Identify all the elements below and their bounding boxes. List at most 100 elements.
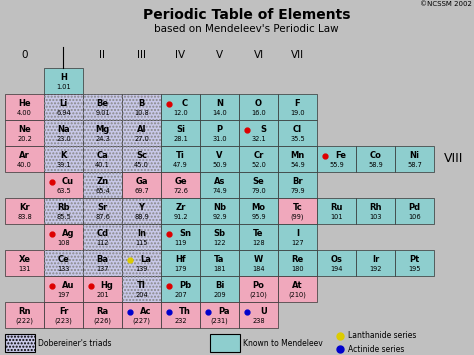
Text: 209: 209 bbox=[213, 292, 226, 298]
Text: Cu: Cu bbox=[62, 178, 74, 186]
Bar bbox=[122, 250, 161, 276]
Text: Periodic Table of Elements: Periodic Table of Elements bbox=[143, 8, 350, 22]
Text: ©NCSSM 2002: ©NCSSM 2002 bbox=[420, 1, 472, 7]
Text: 180: 180 bbox=[291, 266, 304, 272]
Bar bbox=[5, 302, 44, 328]
Text: 23.0: 23.0 bbox=[56, 136, 71, 142]
Text: 79.0: 79.0 bbox=[251, 188, 266, 194]
Bar bbox=[44, 68, 83, 94]
Text: 47.9: 47.9 bbox=[173, 162, 188, 168]
Text: 238: 238 bbox=[252, 318, 265, 324]
Text: 179: 179 bbox=[174, 266, 187, 272]
Text: 14.0: 14.0 bbox=[212, 110, 227, 116]
Text: Pb: Pb bbox=[179, 282, 191, 290]
Bar bbox=[278, 198, 317, 224]
Bar bbox=[161, 224, 200, 250]
Bar bbox=[122, 94, 161, 120]
Text: U: U bbox=[260, 307, 266, 316]
Text: 101: 101 bbox=[330, 214, 343, 220]
Bar bbox=[83, 120, 122, 146]
Text: Li: Li bbox=[59, 99, 68, 108]
Bar bbox=[356, 250, 395, 276]
Text: I: I bbox=[296, 229, 299, 238]
Bar bbox=[83, 94, 122, 120]
Text: 32.1: 32.1 bbox=[251, 136, 266, 142]
Text: Nb: Nb bbox=[213, 203, 226, 212]
Text: K: K bbox=[60, 151, 67, 160]
Text: C: C bbox=[182, 99, 188, 108]
Bar bbox=[278, 250, 317, 276]
Bar bbox=[278, 146, 317, 172]
Text: W: W bbox=[254, 255, 263, 264]
Bar bbox=[210, 334, 240, 352]
Text: 131: 131 bbox=[18, 266, 31, 272]
Text: (210): (210) bbox=[250, 291, 267, 298]
Text: 55.9: 55.9 bbox=[329, 162, 344, 168]
Text: 31.0: 31.0 bbox=[212, 136, 227, 142]
Text: 58.7: 58.7 bbox=[407, 162, 422, 168]
Bar bbox=[161, 146, 200, 172]
Text: Ag: Ag bbox=[62, 229, 74, 238]
Text: 88.9: 88.9 bbox=[134, 214, 149, 220]
Text: 40.0: 40.0 bbox=[17, 162, 32, 168]
Bar bbox=[200, 250, 239, 276]
Bar bbox=[200, 94, 239, 120]
Text: Fe: Fe bbox=[336, 151, 346, 160]
Text: Ba: Ba bbox=[97, 255, 109, 264]
Text: Rh: Rh bbox=[369, 203, 382, 212]
Text: 4.00: 4.00 bbox=[17, 110, 32, 116]
Text: Th: Th bbox=[179, 307, 191, 316]
Bar bbox=[83, 250, 122, 276]
Text: 127: 127 bbox=[291, 240, 304, 246]
Text: Actinide series: Actinide series bbox=[348, 344, 404, 354]
Text: Dobereiner's triads: Dobereiner's triads bbox=[38, 339, 111, 348]
Bar bbox=[122, 120, 161, 146]
Text: 85.5: 85.5 bbox=[56, 214, 71, 220]
Text: N: N bbox=[216, 99, 223, 108]
Bar bbox=[44, 146, 83, 172]
Text: V: V bbox=[216, 151, 223, 160]
Text: 106: 106 bbox=[408, 214, 421, 220]
Text: Tc: Tc bbox=[292, 203, 302, 212]
Text: Ca: Ca bbox=[97, 151, 109, 160]
Text: 58.9: 58.9 bbox=[368, 162, 383, 168]
Text: 65.4: 65.4 bbox=[95, 188, 110, 194]
Text: (223): (223) bbox=[55, 317, 73, 324]
Bar bbox=[317, 198, 356, 224]
Bar bbox=[239, 120, 278, 146]
Text: 83.8: 83.8 bbox=[17, 214, 32, 220]
Text: (231): (231) bbox=[210, 317, 228, 324]
Bar bbox=[122, 120, 161, 146]
Bar bbox=[200, 198, 239, 224]
Text: 20.2: 20.2 bbox=[17, 136, 32, 142]
Bar bbox=[239, 146, 278, 172]
Text: In: In bbox=[137, 229, 146, 238]
Text: Y: Y bbox=[138, 203, 145, 212]
Text: Cd: Cd bbox=[96, 229, 109, 238]
Text: 184: 184 bbox=[252, 266, 265, 272]
Text: Br: Br bbox=[292, 178, 303, 186]
Text: (99): (99) bbox=[291, 213, 304, 220]
Bar bbox=[122, 172, 161, 198]
Text: 19.0: 19.0 bbox=[290, 110, 305, 116]
Bar bbox=[44, 94, 83, 120]
Text: 54.9: 54.9 bbox=[290, 162, 305, 168]
Bar bbox=[44, 276, 83, 302]
Text: Te: Te bbox=[253, 229, 264, 238]
Bar bbox=[161, 302, 200, 328]
Text: II: II bbox=[100, 50, 106, 60]
Text: F: F bbox=[295, 99, 301, 108]
Text: Sn: Sn bbox=[179, 229, 191, 238]
Text: 133: 133 bbox=[57, 266, 70, 272]
Text: 122: 122 bbox=[213, 240, 226, 246]
Text: 204: 204 bbox=[135, 292, 148, 298]
Text: 79.9: 79.9 bbox=[290, 188, 305, 194]
Text: 1.01: 1.01 bbox=[56, 84, 71, 90]
Text: V: V bbox=[216, 50, 223, 60]
Bar bbox=[200, 172, 239, 198]
Bar bbox=[44, 302, 83, 328]
Text: (227): (227) bbox=[133, 317, 151, 324]
Text: Au: Au bbox=[62, 282, 74, 290]
Text: Se: Se bbox=[253, 178, 264, 186]
Bar bbox=[122, 198, 161, 224]
